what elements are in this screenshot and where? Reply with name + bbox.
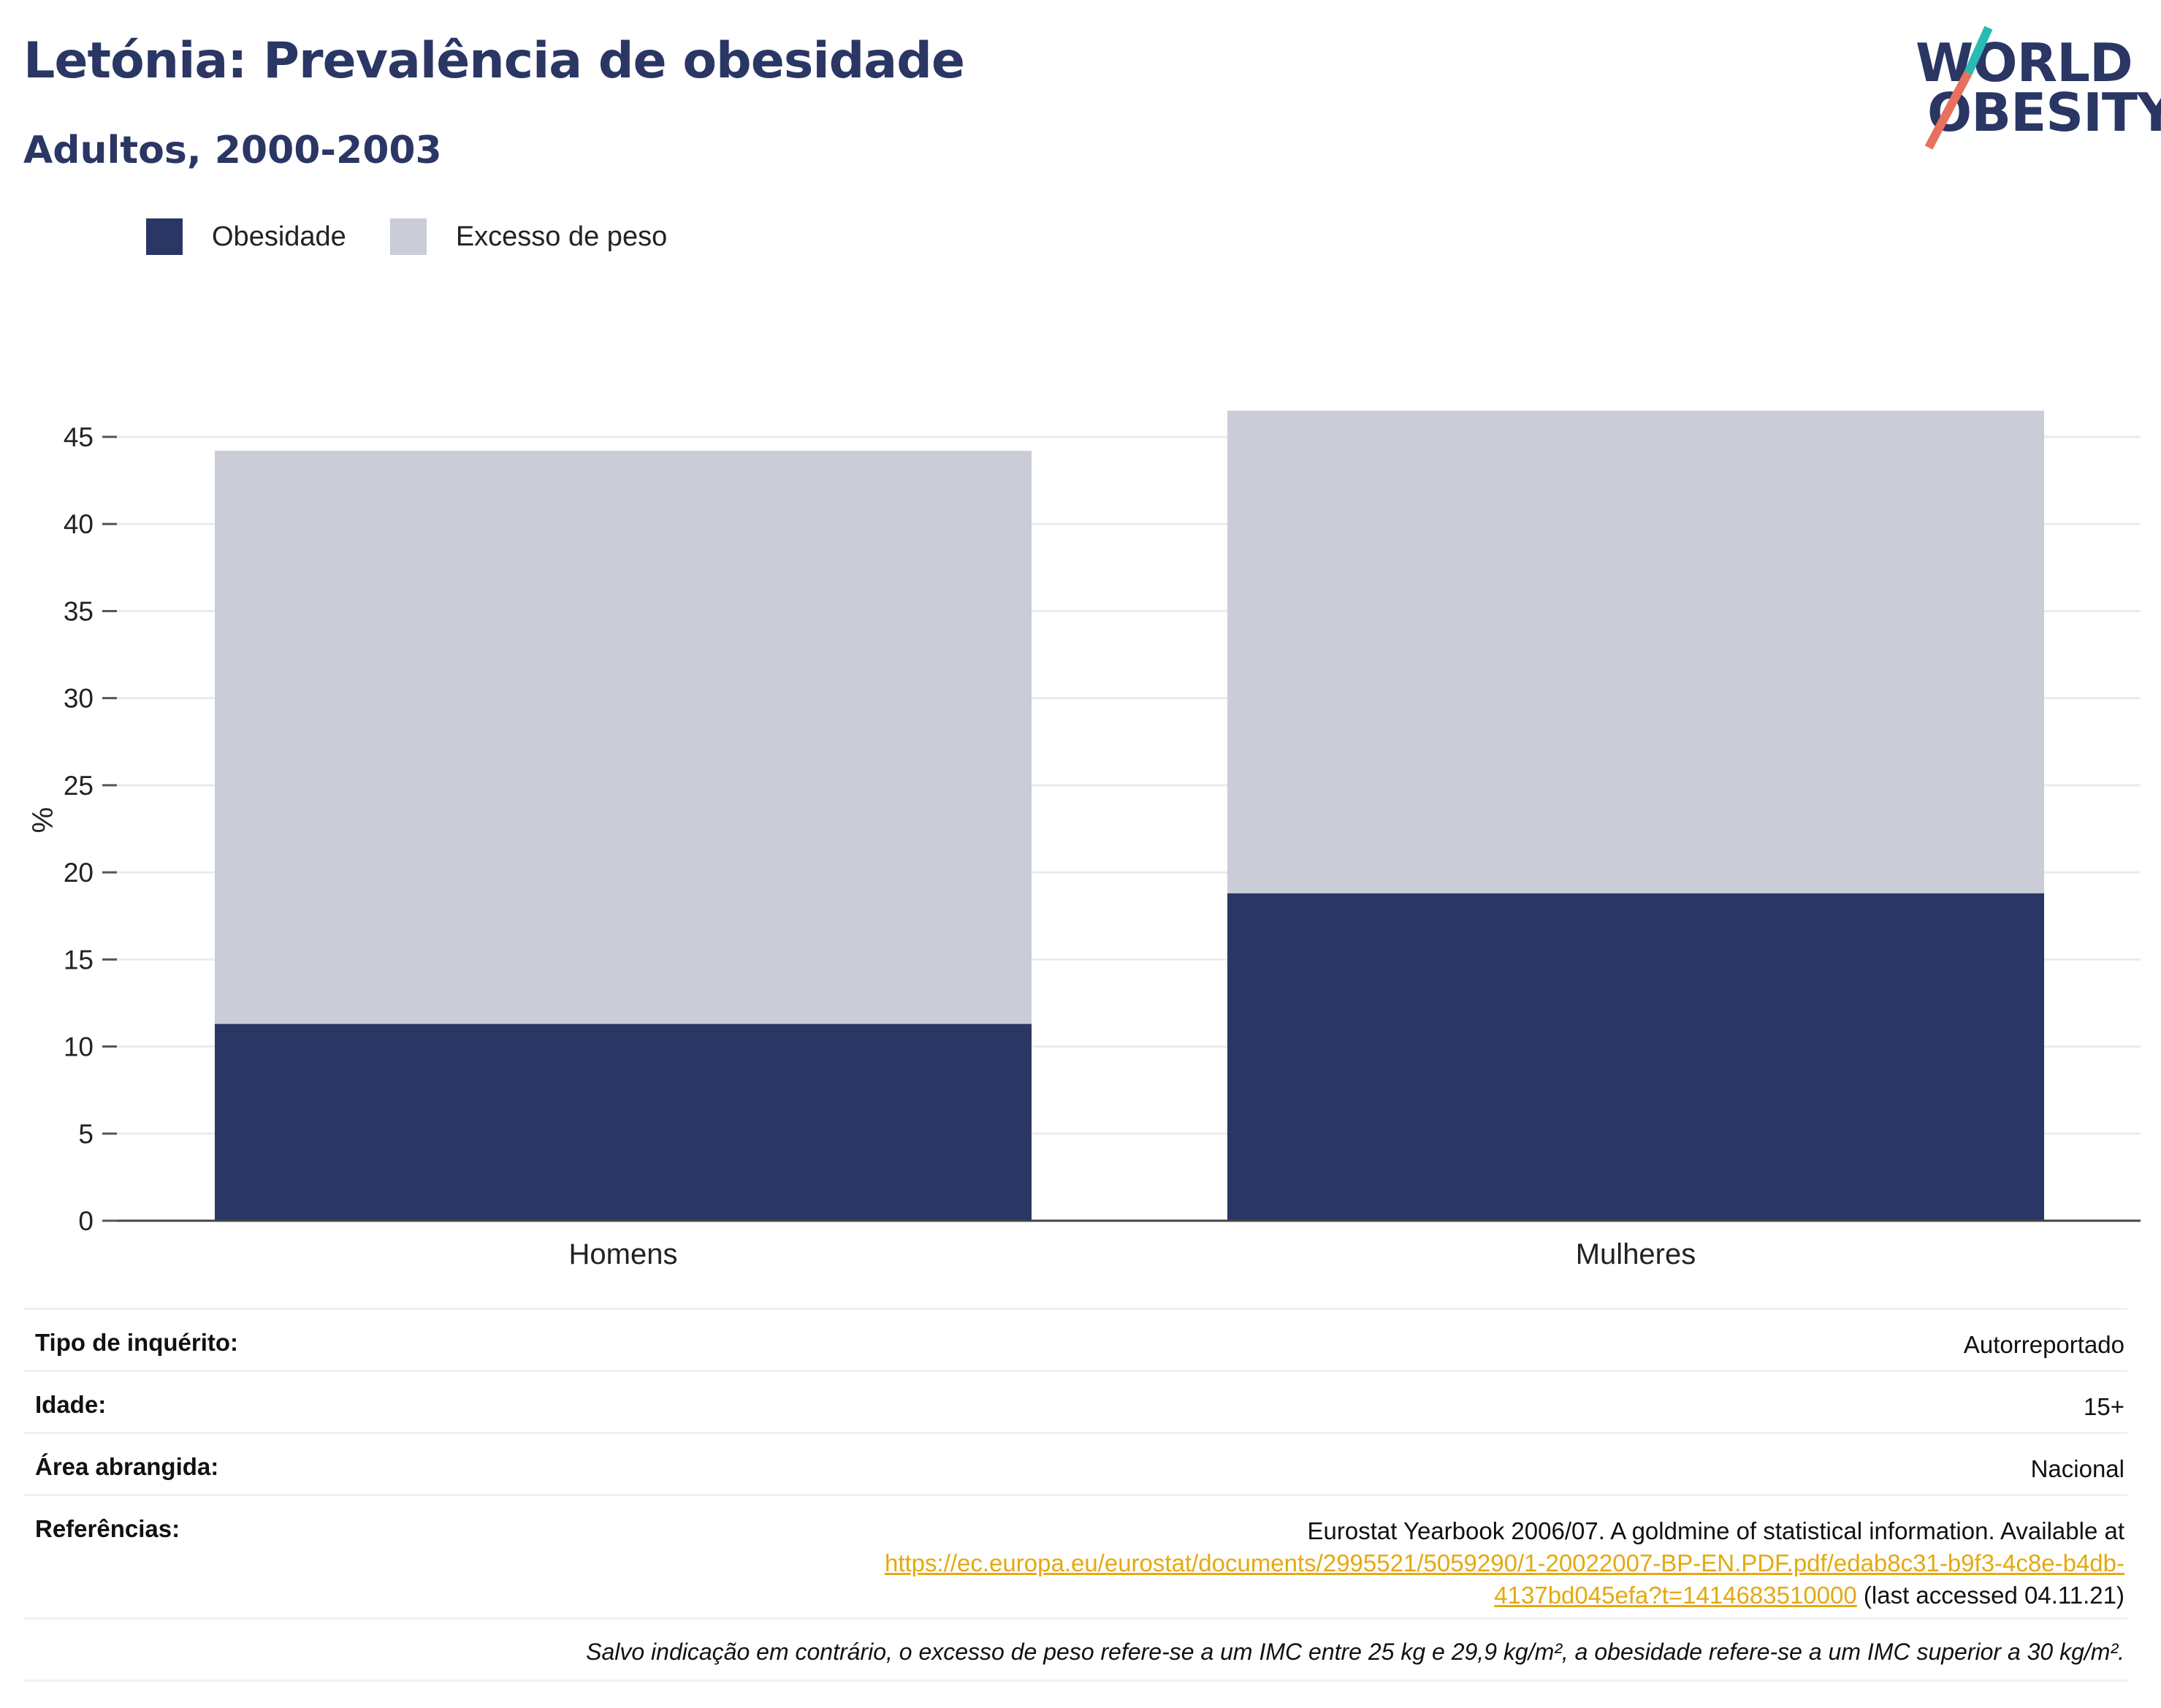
bar-overweight-homens — [215, 451, 1032, 1024]
info-key-survey-type: Tipo de inquérito: — [35, 1329, 239, 1356]
info-table: Tipo de inquérito: Autorreportado Idade:… — [23, 1308, 2127, 1682]
info-value-survey-type: Autorreportado — [1963, 1331, 2124, 1358]
y-tick-label: 35 — [64, 596, 94, 626]
definition-note: Salvo indicação em contrário, o excesso … — [586, 1639, 2124, 1665]
bar-obesity-homens — [215, 1023, 1032, 1221]
page-title: Letónia: Prevalência de obesidade — [23, 32, 965, 90]
legend-swatch-overweight — [389, 218, 427, 255]
bar-overweight-mulheres — [1227, 411, 2044, 893]
y-tick-label: 25 — [64, 771, 94, 801]
reference-link[interactable]: https://ec.europa.eu/eurostat/documents/… — [884, 1549, 2124, 1577]
reference-text: Eurostat Yearbook 2006/07. A goldmine of… — [1307, 1517, 2124, 1544]
logo-word-2: OBESITY — [1927, 82, 2161, 143]
reference-link-cont[interactable]: 4137bd045efa?t=1414683510000 — [1494, 1582, 1857, 1609]
legend-label-obesity: Obesidade — [212, 221, 346, 252]
bar-chart: 0 5 10 15 20 25 30 35 40 45% Homens Mulheres — [27, 411, 2141, 1270]
y-tick-label: 15 — [64, 945, 94, 975]
legend-swatch-obesity — [146, 218, 183, 255]
logo-word-1: WORLD — [1916, 32, 2133, 94]
info-row-note: Salvo indicação em contrário, o excesso … — [23, 1617, 2127, 1680]
x-tick-label: Homens — [569, 1238, 678, 1270]
reference-accessed: (last accessed 04.11.21) — [1856, 1582, 2124, 1609]
legend-item-obesity: Obesidade — [146, 218, 346, 255]
info-key-area: Área abrangida: — [35, 1453, 219, 1480]
info-value-area: Nacional — [2030, 1455, 2124, 1482]
y-tick-label: 5 — [78, 1119, 94, 1149]
bar-obesity-mulheres — [1227, 893, 2044, 1221]
legend-label-overweight: Excesso de peso — [455, 221, 668, 252]
info-row-survey-type: Tipo de inquérito: Autorreportado — [23, 1308, 2127, 1370]
info-table-bottom-rule — [23, 1680, 2127, 1682]
legend-item-overweight: Excesso de peso — [389, 218, 668, 255]
y-tick-label: 10 — [64, 1032, 94, 1062]
y-tick-label: 30 — [64, 684, 94, 714]
chart-legend: Obesidade Excesso de peso — [146, 216, 711, 257]
info-value-references: Eurostat Yearbook 2006/07. A goldmine of… — [885, 1515, 2124, 1612]
y-tick-label: 40 — [64, 509, 94, 539]
y-tick-label: 20 — [64, 858, 94, 888]
x-tick-label: Mulheres — [1576, 1238, 1696, 1270]
y-tick-label: 0 — [78, 1206, 94, 1236]
world-obesity-logo: WORLD OBESITY — [1907, 22, 2161, 153]
info-row-references: Referências: Eurostat Yearbook 2006/07. … — [23, 1494, 2127, 1617]
info-row-area: Área abrangida: Nacional — [23, 1432, 2127, 1494]
info-key-references: Referências: — [35, 1515, 180, 1542]
y-tick-label: 45 — [64, 422, 94, 452]
info-value-age: 15+ — [2084, 1393, 2124, 1420]
logo-slash-icon — [1924, 26, 1993, 150]
y-axis-label: % — [27, 807, 59, 834]
info-row-age: Idade: 15+ — [23, 1370, 2127, 1432]
page-subtitle: Adultos, 2000-2003 — [23, 129, 442, 172]
info-key-age: Idade: — [35, 1391, 107, 1418]
